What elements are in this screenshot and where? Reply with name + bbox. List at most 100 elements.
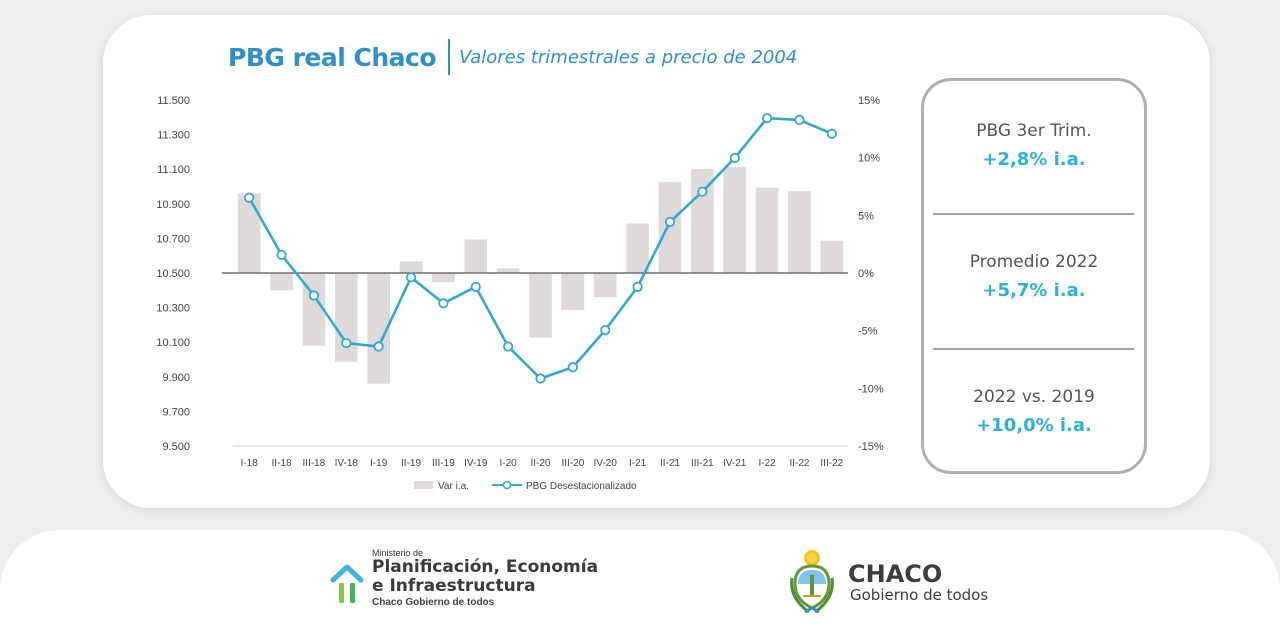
x-tick-label: III-22 — [820, 458, 843, 469]
y-right-tick-label: -10% — [858, 383, 884, 395]
bar-var-ia — [302, 273, 326, 346]
bar-var-ia — [723, 166, 747, 273]
line-point — [600, 324, 611, 336]
line-point — [438, 298, 449, 309]
line-point — [308, 290, 320, 301]
x-tick-label: III-19 — [432, 458, 455, 469]
line-point — [826, 128, 837, 139]
x-tick-label: III-20 — [561, 458, 584, 469]
pbg-chart: 11.500 11.300 11.100 10.900 10.700 10.500 10.3… — [156, 95, 884, 492]
y-left-tick-label: 10.100 — [156, 337, 190, 349]
legend-bar-swatch — [414, 481, 433, 489]
bar-var-ia — [270, 273, 293, 291]
y-left-tick-label: 10.700 — [156, 233, 190, 245]
bar-var-ia — [820, 240, 844, 273]
line-point — [632, 281, 643, 292]
bar-var-ia — [561, 273, 585, 310]
stat-value: +10,0% i.a. — [976, 415, 1092, 436]
bar-var-ia — [464, 239, 488, 273]
legend-line-label: PBG Desestacionalizado — [526, 481, 637, 492]
y-left-tick-label: 11.500 — [157, 95, 190, 107]
line-point — [244, 192, 255, 203]
chart-title: PBG real Chaco — [228, 42, 437, 72]
line-point — [697, 186, 708, 197]
ministry-tagline: Chaco Gobierno de todos — [372, 597, 495, 608]
y-right-tick-label: 0% — [858, 268, 874, 280]
ministry-name: Planificación, Economía e Infraestructur… — [372, 558, 598, 596]
bar-var-ia — [529, 273, 552, 338]
x-tick-label: II-20 — [530, 458, 550, 469]
stat-label: 2022 vs. 2019 — [973, 387, 1095, 407]
x-tick-label: IV-21 — [723, 458, 747, 469]
stat-label: PBG 3er Trim. — [976, 121, 1092, 141]
stat-divider — [933, 348, 1134, 350]
y-right-tick-label: 15% — [858, 95, 880, 107]
chaco-coat-of-arms-icon — [790, 550, 834, 614]
bar-var-ia — [755, 187, 779, 273]
bar-var-ia — [496, 268, 520, 273]
chaco-tagline: Gobierno de todos — [850, 586, 989, 604]
y-left-tick-label: 10.300 — [156, 303, 190, 315]
bar-var-ia — [593, 273, 617, 298]
y-left-tick-label: 9.900 — [162, 372, 190, 384]
line-point — [535, 373, 546, 384]
x-tick-label: III-21 — [691, 458, 714, 469]
y-left-tick-label: 10.500 — [156, 268, 190, 280]
ministry-line-1: Planificación, Economía — [372, 557, 599, 577]
x-tick-label: II-18 — [272, 458, 292, 469]
x-tick-label: IV-20 — [594, 458, 618, 469]
bar-var-ia — [237, 193, 261, 273]
bar-var-ia — [367, 273, 390, 384]
y-right-tick-label: -5% — [858, 326, 878, 338]
x-tick-label: IV-19 — [464, 458, 488, 469]
ministry-small-label: Ministerio de — [372, 548, 424, 558]
stat-value: +2,8% i.a. — [982, 149, 1086, 170]
stat-value: +5,7% i.a. — [982, 280, 1086, 301]
chaco-name: CHACO — [848, 560, 943, 588]
y-left-tick-label: 10.900 — [156, 199, 190, 211]
x-tick-label: I-18 — [241, 458, 259, 469]
line-point — [729, 152, 740, 164]
x-tick-label: II-19 — [401, 458, 421, 469]
legend-line-marker — [502, 480, 512, 490]
x-tick-label: II-22 — [789, 458, 809, 469]
bar-var-ia — [399, 261, 423, 273]
line-point — [503, 341, 514, 352]
line-point — [470, 281, 481, 292]
stat-item: 2022 vs. 2019 +10,0% i.a. — [924, 387, 1144, 436]
y-left-tick-label: 9.500 — [162, 441, 190, 453]
x-tick-label: I-19 — [370, 458, 388, 469]
line-point — [794, 114, 805, 125]
house-icon — [330, 564, 364, 603]
x-tick-label: I-22 — [758, 458, 776, 469]
y-right-tick-label: 10% — [858, 153, 880, 165]
bar-var-ia — [334, 273, 358, 362]
x-tick-label: I-21 — [629, 458, 647, 469]
bar-var-ia — [658, 181, 682, 273]
line-point — [664, 216, 676, 228]
line-point — [341, 337, 352, 349]
stat-item: Promedio 2022 +5,7% i.a. — [924, 252, 1144, 301]
line-point — [761, 113, 773, 124]
x-tick-label: IV-18 — [335, 458, 359, 469]
line-point — [567, 362, 578, 373]
stats-panel: PBG 3er Trim. +2,8% i.a. Promedio 2022 +… — [921, 78, 1147, 474]
bar-var-ia — [788, 191, 811, 273]
legend-bar-label: Var i.a. — [438, 481, 469, 492]
bar-var-ia — [691, 169, 714, 273]
bar-var-ia — [432, 273, 455, 283]
bar-var-ia — [626, 223, 649, 273]
x-tick-label: II-21 — [660, 458, 680, 469]
ministry-line-2: e Infraestructura — [372, 576, 536, 596]
x-tick-label: I-20 — [500, 458, 518, 469]
title-separator — [448, 39, 451, 75]
line-point — [276, 249, 287, 260]
chart-header: PBG real Chaco Valores trimestrales a pr… — [228, 38, 797, 76]
chart-subtitle: Valores trimestrales a precio de 2004 — [459, 46, 798, 68]
stat-divider — [933, 213, 1134, 215]
stat-label: Promedio 2022 — [969, 252, 1099, 272]
y-right-tick-label: -15% — [858, 441, 884, 453]
y-left-tick-label: 11.100 — [157, 164, 190, 176]
y-right-tick-label: 5% — [858, 210, 874, 222]
line-point — [405, 272, 417, 283]
